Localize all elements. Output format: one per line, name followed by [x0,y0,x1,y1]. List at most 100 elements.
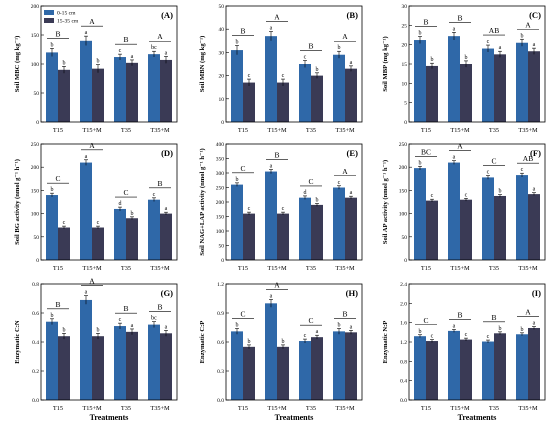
significance-letter: c [282,206,285,212]
group-letter: A [342,32,348,41]
significance-letter: c [465,332,468,338]
y-tick-label: 20 [219,74,225,80]
group-letter: A [457,142,463,151]
category-label: T35 [489,127,499,134]
group-letter: B [123,35,128,44]
y-axis-label: Soil MBN (mg kg⁻¹) [199,36,206,93]
legend-label: 15-35 cm [57,19,79,25]
y-tick-label: 1.6 [400,321,407,327]
significance-letter: c [487,39,490,45]
x-axis-label: Treatments [275,413,314,422]
bar [494,333,506,400]
significance-letter: a [85,154,88,160]
y-tick-label: 0 [221,120,224,126]
group-letter: AB [523,154,533,163]
bar [494,195,506,260]
category-label: T15+M [450,265,470,272]
group-letter: C [423,316,428,325]
category-label: T15+M [450,127,470,134]
significance-letter: b [419,329,422,335]
x-axis-label: Treatments [458,413,497,422]
y-tick-label: 2.4 [400,282,407,288]
group-letter: A [89,277,95,286]
bar [160,213,172,260]
y-tick-label: 0 [36,258,39,264]
significance-letter: a [453,155,456,161]
bar [46,195,58,260]
panel-letter: (H) [346,288,359,298]
y-axis-label: Enzymatic N:P [382,321,389,364]
plot-frame [40,283,178,401]
bar [460,339,472,400]
significance-letter: c [431,334,434,340]
y-tick-label: 150 [31,188,40,194]
legend-swatch [44,10,54,15]
group-letter: A [89,17,95,26]
significance-letter: a [270,293,273,299]
bar [277,82,289,122]
panel-letter: (A) [161,10,173,20]
y-tick-label: 300 [216,171,225,177]
bar [243,346,255,400]
group-letter: B [240,26,245,35]
y-tick-label: 0 [36,120,39,126]
category-label: T15 [421,265,431,272]
group-letter: B [55,300,60,309]
category-label: T35+M [335,405,355,412]
category-label: T15 [238,127,248,134]
y-axis-label: Soil MBC (mg kg⁻¹) [14,36,21,93]
bar [333,187,345,260]
significance-letter: b [51,187,54,193]
y-tick-label: 50 [219,244,225,250]
y-tick-label: 100 [216,229,225,235]
y-tick-label: 50 [34,235,40,241]
legend-label: 0-15 cm [57,11,76,17]
bar [311,337,323,400]
significance-letter: b [316,67,319,73]
bar [426,65,438,122]
y-tick-label: 20 [402,43,408,49]
y-tick-label: 200 [31,4,40,10]
bar [528,51,540,122]
panel-letter: (B) [347,10,359,20]
x-axis-label: Treatments [90,413,129,422]
panel-letter: (F) [530,148,541,158]
y-tick-label: 50 [219,4,225,10]
y-tick-label: 0.4 [32,340,39,346]
bar [448,36,460,122]
y-tick-label: 0 [221,258,224,264]
significance-letter: b [97,59,100,65]
bar [80,40,92,122]
y-tick-label: 250 [216,186,225,192]
y-tick-label: 0.8 [400,359,407,365]
plot-frame [408,5,546,123]
bar [114,326,126,400]
category-label: T15 [421,127,431,134]
y-tick-label: 100 [399,212,408,218]
y-axis-label: Enzymatic C:N [14,320,21,364]
significance-letter: c [487,334,490,340]
y-tick-label: 350 [216,157,225,163]
y-tick-label: 30 [402,4,408,10]
bar [114,208,126,260]
category-label: T15+M [82,405,102,412]
bar [299,197,311,260]
significance-letter: b [338,45,341,51]
significance-letter: c [97,220,100,226]
significance-letter: c [63,220,66,226]
bar [80,299,92,400]
bar [277,213,289,260]
y-tick-label: 0 [404,120,407,126]
panel-letter: (G) [161,288,174,298]
bar [414,168,426,260]
significance-letter: b [419,31,422,37]
y-tick-label: 10 [219,97,225,103]
significance-letter: b [236,39,239,45]
bar [311,75,323,122]
significance-letter: b [63,327,66,333]
significance-letter: b [521,33,524,39]
category-label: T15 [53,265,63,272]
significance-letter: b [97,327,100,333]
